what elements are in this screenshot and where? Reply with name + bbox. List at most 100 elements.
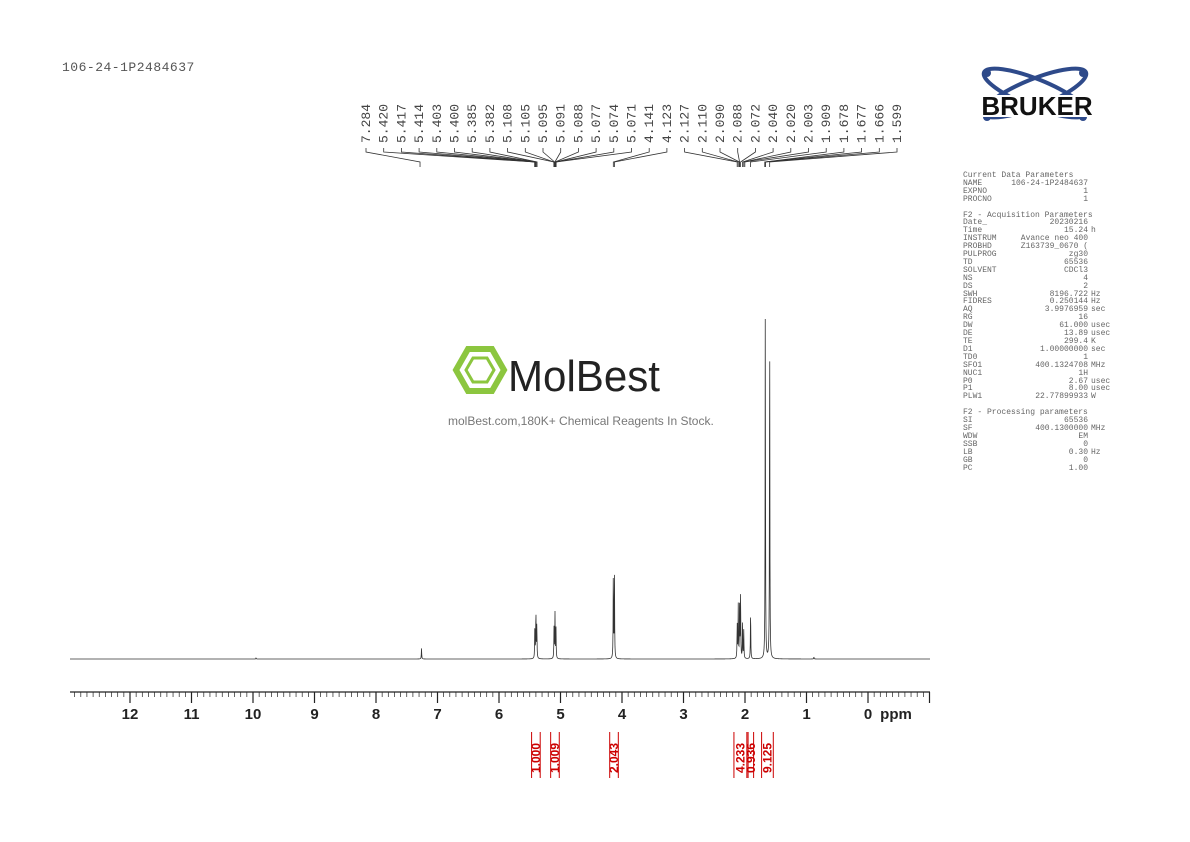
- param-key: PC: [963, 463, 973, 473]
- param-key: D1: [963, 344, 973, 354]
- param-key: WDW: [963, 431, 978, 441]
- peak-label: 2.088: [731, 104, 746, 143]
- x-tick-label: 1: [802, 706, 810, 723]
- x-tick-label: 3: [679, 706, 687, 723]
- x-tick-label: 9: [310, 706, 318, 723]
- peak-label: 5.108: [501, 104, 516, 143]
- peak-leader-line: [742, 148, 774, 167]
- param-value: 15.24: [1063, 226, 1088, 236]
- param-value: Avance neo 400: [1020, 234, 1088, 244]
- param-key: Time: [963, 226, 983, 236]
- param-key: DW: [963, 321, 973, 331]
- peak-leader-line: [684, 148, 738, 167]
- param-value: 4: [1083, 273, 1088, 283]
- param-value: 20230216: [1049, 218, 1088, 228]
- param-value: 8.00: [1068, 384, 1088, 394]
- peak-label: 5.105: [518, 104, 533, 143]
- param-key: PULPROG: [963, 250, 997, 260]
- param-row: LB 0.30 Hz: [963, 447, 1113, 457]
- x-tick-label: 11: [184, 706, 200, 723]
- peak-label: 5.074: [607, 104, 622, 143]
- param-key: TE: [963, 337, 973, 347]
- param-row: EXPNO 1: [963, 186, 1113, 196]
- param-unit: Hz: [1091, 289, 1101, 299]
- param-unit: Hz: [1091, 297, 1101, 307]
- param-value: 2: [1083, 281, 1088, 291]
- peak-leader-line: [454, 148, 537, 167]
- param-value: 65536: [1063, 257, 1088, 267]
- peak-leader-line: [743, 148, 792, 167]
- peak-label: 2.003: [802, 104, 817, 143]
- param-row: RG 16: [963, 314, 1113, 322]
- molbest-logo: MolBest: [452, 346, 660, 401]
- param-value: 65536: [1063, 416, 1088, 426]
- peak-label: 2.020: [784, 104, 799, 143]
- peak-leader-line: [701, 148, 739, 167]
- param-value: 61.000: [1059, 321, 1088, 331]
- param-row: PROCNO 1: [963, 195, 1113, 204]
- peak-label: 1.677: [855, 104, 870, 143]
- param-key: SF: [963, 423, 973, 433]
- watermark-brand: MolBest: [508, 352, 660, 401]
- param-key: FIDRES: [963, 297, 992, 307]
- peak-label: 5.414: [412, 104, 427, 143]
- bruker-logo-graphic: BRUKER: [959, 66, 1116, 121]
- param-unit: MHz: [1091, 423, 1106, 433]
- peak-label: 5.400: [448, 104, 463, 143]
- param-unit: Hz: [1091, 447, 1101, 457]
- param-key: SOLVENT: [963, 265, 997, 275]
- param-value: 3.9976959: [1044, 305, 1088, 315]
- param-value: Z163739_0670 (: [1020, 242, 1088, 252]
- param-value: 0: [1083, 439, 1088, 449]
- param-unit: usec: [1091, 329, 1111, 339]
- x-axis-label: ppm: [880, 706, 912, 723]
- watermark-tagline: molBest.com,180K+ Chemical Reagents In S…: [448, 414, 714, 428]
- param-value: 13.89: [1063, 329, 1088, 339]
- param-row: INSTRUM Avance neo 400: [963, 235, 1113, 243]
- param-row: SI 65536: [963, 417, 1113, 425]
- param-unit: K: [1091, 337, 1096, 347]
- param-section-title: F2 - Processing parameters: [963, 408, 1088, 418]
- x-tick-label: 4: [618, 706, 627, 723]
- param-row: DW 61.000 usec: [963, 322, 1113, 330]
- param-row: FIDRES 0.250144 Hz: [963, 298, 1113, 306]
- param-row: GB 0: [963, 456, 1113, 465]
- x-tick-label: 6: [495, 706, 503, 723]
- param-value: 1: [1083, 186, 1088, 196]
- peak-leader-line: [740, 148, 756, 167]
- param-unit: sec: [1091, 305, 1106, 315]
- param-value: zg30: [1068, 250, 1088, 260]
- param-value: 299.4: [1063, 337, 1088, 347]
- param-unit: h: [1091, 226, 1096, 236]
- integral-value: 2.043: [607, 743, 621, 773]
- peak-label: 7.284: [359, 104, 374, 143]
- param-section-title: F2 - Acquisition Parameters: [963, 210, 1093, 220]
- peak-label: 5.091: [554, 104, 569, 143]
- param-value: 400.1324708: [1035, 360, 1088, 370]
- peak-label: 5.382: [483, 104, 498, 143]
- peak-leader-line: [418, 148, 536, 167]
- param-value: 0.30: [1068, 447, 1088, 457]
- integral-value: 4.233: [733, 743, 747, 773]
- param-row: SF 400.1300000 MHz: [963, 425, 1113, 433]
- param-unit: usec: [1091, 376, 1111, 386]
- x-tick-label: 0: [864, 706, 872, 723]
- param-row: P0 2.67 usec: [963, 376, 1113, 386]
- param-value: 1.00000000: [1039, 344, 1088, 354]
- param-key: SSB: [963, 439, 978, 449]
- x-tick-label: 5: [556, 706, 564, 723]
- param-key: TD: [963, 257, 973, 267]
- param-row: PC 1.00: [963, 463, 1113, 473]
- peak-leader-line: [524, 148, 555, 167]
- peak-label: 5.417: [394, 104, 409, 143]
- integral-value: 1.009: [548, 743, 562, 773]
- param-row: Time 15.24 h: [963, 227, 1113, 235]
- param-unit: usec: [1091, 321, 1111, 331]
- param-key: RG: [963, 313, 973, 323]
- x-tick-label: 12: [122, 706, 139, 723]
- param-key: PROBHD: [963, 242, 992, 252]
- param-key: AQ: [963, 305, 973, 315]
- param-row: DS 2: [963, 281, 1113, 291]
- peak-label: 5.420: [377, 104, 392, 143]
